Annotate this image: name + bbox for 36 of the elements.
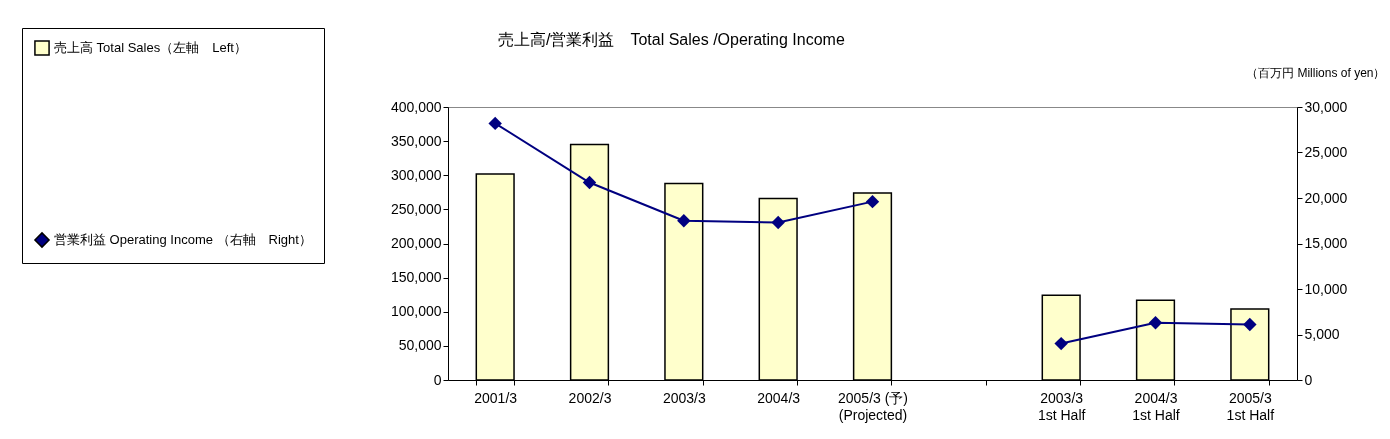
point xyxy=(1243,317,1257,332)
point xyxy=(677,214,691,228)
y-tick-label: 300,000 xyxy=(390,166,442,183)
x-tick-label: 2004/3 xyxy=(757,389,801,406)
x-tick-label: 2003/3 xyxy=(662,389,706,406)
x-tick-label: 2003/3 1st Half xyxy=(1037,389,1086,423)
x-tick-label: 2005/3 1st Half xyxy=(1226,389,1275,423)
y2-tick-label: 15,000 xyxy=(1304,235,1348,251)
chart-title: 売上高/営業利益 Total Sales /Operating Income xyxy=(498,31,845,48)
y2-tick-label: 0 xyxy=(1304,371,1313,388)
y-tick-label: 400,000 xyxy=(390,98,442,115)
point xyxy=(488,116,502,131)
y-tick-label: 250,000 xyxy=(390,200,442,217)
y-tick-label: 200,000 xyxy=(390,235,442,251)
y-tick-label: 100,000 xyxy=(390,303,442,320)
point xyxy=(771,215,785,230)
point xyxy=(865,194,880,209)
y2-tick-label: 20,000 xyxy=(1304,189,1348,206)
x-tick-label: 2005/3 (予) (Projected) xyxy=(837,389,909,423)
legend-label: 売上高 Total Sales（左軸 Left） xyxy=(54,40,247,55)
x-tick-label: 2002/3 xyxy=(568,389,612,406)
y-tick-label: 150,000 xyxy=(390,269,442,286)
point xyxy=(1148,315,1163,330)
y-tick-label: 350,000 xyxy=(390,132,442,149)
y-tick-label: 50,000 xyxy=(398,337,442,354)
legend-label: 営業利益 Operating Income （右軸 Right） xyxy=(54,232,312,247)
y2-tick-label: 5,000 xyxy=(1304,326,1340,342)
point xyxy=(1054,336,1068,351)
y2-tick-label: 10,000 xyxy=(1304,280,1348,297)
y-tick-label: 0 xyxy=(433,371,442,388)
x-tick-label: 2004/3 1st Half xyxy=(1132,389,1180,423)
y2-tick-label: 30,000 xyxy=(1304,98,1348,115)
y2-tick-label: 25,000 xyxy=(1304,144,1348,160)
y2-axis-title: （百万円 Millions of yen） xyxy=(1246,65,1386,80)
point xyxy=(582,175,597,190)
x-tick-label: 2001/3 xyxy=(474,389,518,406)
